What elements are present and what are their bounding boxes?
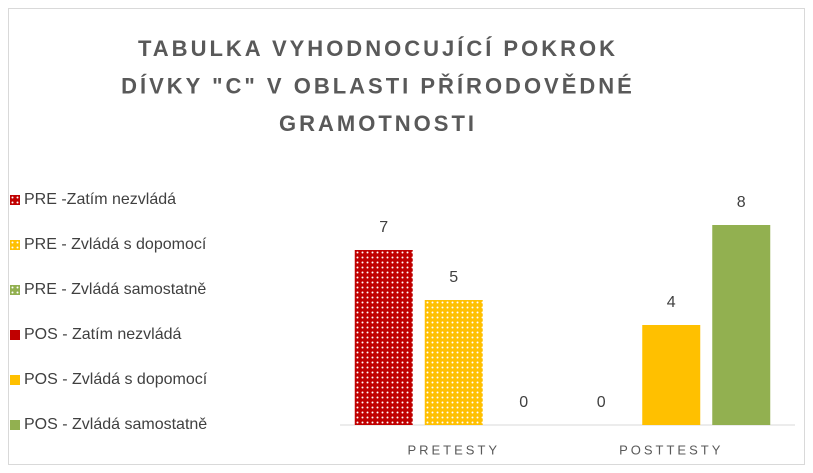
bar <box>424 300 483 425</box>
chart-title: DÍVKY "C" V OBLASTI PŘÍRODOVĚDNÉ <box>121 73 635 98</box>
data-label: 8 <box>737 194 746 211</box>
x-tick-label: POSTTESTY <box>619 442 723 457</box>
bar <box>354 250 413 425</box>
bar <box>712 225 771 425</box>
legend-label: POS - Zvládá samostatně <box>24 416 207 433</box>
legend-label: PRE -Zatím nezvládá <box>24 191 176 208</box>
legend-swatch <box>10 285 20 295</box>
data-label: 4 <box>667 294 676 311</box>
data-label: 7 <box>379 219 388 236</box>
chart-title: GRAMOTNOSTI <box>279 111 477 136</box>
data-label: 0 <box>519 394 528 411</box>
legend-swatch <box>10 240 20 250</box>
legend-swatch <box>10 375 20 385</box>
legend-label: PRE - Zvládá s dopomocí <box>24 236 207 253</box>
legend-swatch <box>10 330 20 340</box>
legend-label: POS - Zvládá s dopomocí <box>24 371 208 388</box>
bar <box>642 325 701 425</box>
legend-swatch <box>10 420 20 430</box>
legend-label: POS - Zatím nezvládá <box>24 326 181 343</box>
legend-swatch <box>10 195 20 205</box>
legend-label: PRE - Zvládá samostatně <box>24 281 206 298</box>
data-label: 0 <box>597 394 606 411</box>
chart-title: TABULKA VYHODNOCUJÍCÍ POKROK <box>138 36 618 61</box>
x-tick-label: PRETESTY <box>407 442 500 457</box>
data-label: 5 <box>449 269 458 286</box>
